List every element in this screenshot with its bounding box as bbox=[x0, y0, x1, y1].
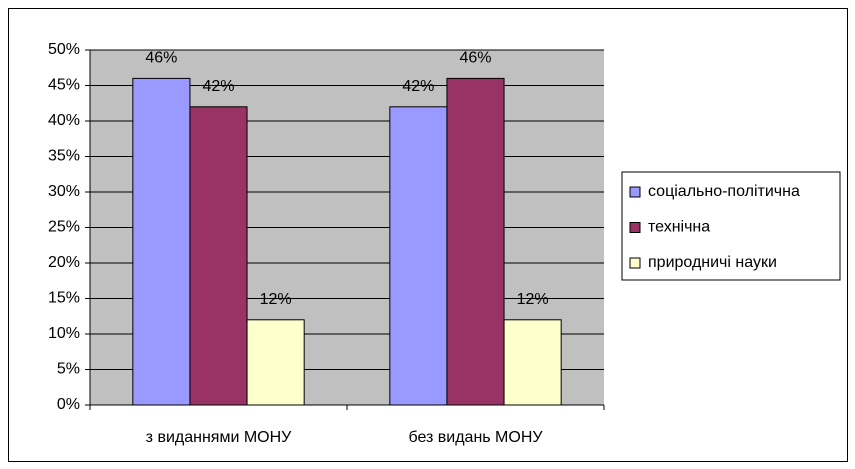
y-tick-label: 30% bbox=[48, 183, 80, 200]
data-label: 12% bbox=[260, 291, 292, 308]
bar bbox=[189, 106, 248, 406]
y-tick-label: 50% bbox=[48, 41, 80, 58]
y-tick-label: 20% bbox=[48, 254, 80, 271]
x-tick-label: з виданнями МОНУ bbox=[146, 429, 293, 446]
data-label: 46% bbox=[459, 50, 491, 67]
data-label: 12% bbox=[517, 291, 549, 308]
y-tick-label: 40% bbox=[48, 112, 80, 129]
data-label: 42% bbox=[402, 78, 434, 95]
bar bbox=[132, 77, 191, 406]
data-label: 42% bbox=[202, 78, 234, 95]
bar bbox=[389, 106, 448, 406]
bar bbox=[246, 319, 305, 406]
data-label: 46% bbox=[145, 50, 177, 67]
bar bbox=[446, 77, 505, 406]
legend-swatch bbox=[629, 257, 641, 269]
y-tick-label: 25% bbox=[48, 219, 80, 236]
y-tick-label: 5% bbox=[57, 361, 80, 378]
legend-label: природничі науки bbox=[648, 254, 777, 271]
legend-label: соціально-політична bbox=[648, 183, 800, 200]
y-tick-label: 0% bbox=[57, 396, 80, 413]
y-tick-label: 10% bbox=[48, 325, 80, 342]
y-tick-label: 15% bbox=[48, 290, 80, 307]
bar bbox=[503, 319, 562, 406]
legend-swatch bbox=[629, 186, 641, 198]
x-tick-label: без видань МОНУ bbox=[408, 429, 543, 446]
legend-frame bbox=[621, 171, 841, 281]
y-tick-label: 35% bbox=[48, 148, 80, 165]
legend-swatch bbox=[629, 222, 641, 233]
legend-label: технічна bbox=[648, 219, 710, 236]
y-tick-label: 45% bbox=[48, 77, 80, 94]
